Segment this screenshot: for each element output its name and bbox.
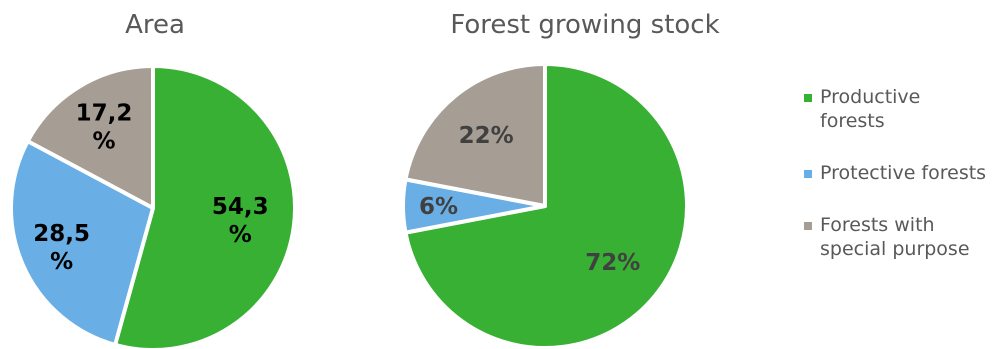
legend-item-productive: Productive forests xyxy=(800,85,990,133)
legend-item-protective: Protective forests xyxy=(800,161,990,185)
pie-slice-area-productive xyxy=(113,64,297,349)
data-label-growing-stock-productive: 72% xyxy=(585,250,640,276)
legend-label-protective: Protective forests xyxy=(820,162,987,184)
chart-title-growing-stock: Forest growing stock xyxy=(450,10,720,40)
data-label-area-special-purpose: 17,2% xyxy=(76,100,133,154)
legend-swatch-protective xyxy=(804,170,812,178)
data-label-area-productive: 54,3% xyxy=(212,194,269,248)
data-label-growing-stock-special-purpose: 22% xyxy=(459,123,514,149)
pie-slice-area-special-purpose xyxy=(25,64,155,210)
legend: Productive forests Protective forests Fo… xyxy=(800,85,990,289)
legend-label-productive: Productive forests xyxy=(820,86,921,132)
legend-swatch-productive xyxy=(804,94,812,102)
legend-item-special-purpose: Forests with special purpose xyxy=(800,213,990,261)
legend-swatch-special-purpose xyxy=(804,222,812,230)
chart-title-area: Area xyxy=(125,10,185,40)
data-label-growing-stock-protective: 6% xyxy=(419,194,458,220)
pie-slice-area-protective xyxy=(9,139,155,347)
data-label-area-protective: 28,5% xyxy=(33,221,90,275)
pie-slice-growing-stock-special-purpose xyxy=(403,62,547,208)
legend-label-special-purpose: Forests with special purpose xyxy=(820,214,970,260)
